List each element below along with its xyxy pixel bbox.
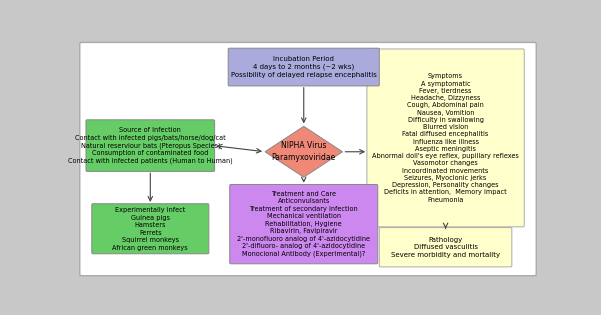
FancyBboxPatch shape: [379, 228, 512, 267]
Text: Treatment and Care
Anticonvulsants
Treatment of secondary infection
Mechanical v: Treatment and Care Anticonvulsants Treat…: [237, 191, 370, 257]
FancyBboxPatch shape: [92, 204, 209, 254]
Text: Pathology
Diffused vasculitis
Severe morbidity and mortality: Pathology Diffused vasculitis Severe mor…: [391, 237, 500, 258]
Text: Source of Infection
Contact with infected pigs/bats/horse/dog/cat
Natural reserv: Source of Infection Contact with infecte…: [68, 127, 233, 164]
FancyBboxPatch shape: [367, 49, 524, 227]
Text: NIPHA Virus
Paramyxoviridae: NIPHA Virus Paramyxoviridae: [272, 141, 336, 162]
FancyBboxPatch shape: [228, 48, 379, 86]
FancyBboxPatch shape: [80, 43, 536, 276]
Text: Experimentally infect
Guinea pigs
Hamsters
Ferrets
Squirrel monkeys
African gree: Experimentally infect Guinea pigs Hamste…: [112, 207, 188, 250]
FancyBboxPatch shape: [230, 185, 378, 264]
Text: Incubation Period
4 days to 2 months (~2 wks)
Possibility of delayed relapse enc: Incubation Period 4 days to 2 months (~2…: [231, 56, 377, 78]
Polygon shape: [265, 126, 343, 177]
FancyBboxPatch shape: [86, 120, 215, 171]
Text: Symptoms
A symptomatic
Fever, tierdness
Headache, Dizzyness
Cough, Abdominal pai: Symptoms A symptomatic Fever, tierdness …: [372, 73, 519, 203]
